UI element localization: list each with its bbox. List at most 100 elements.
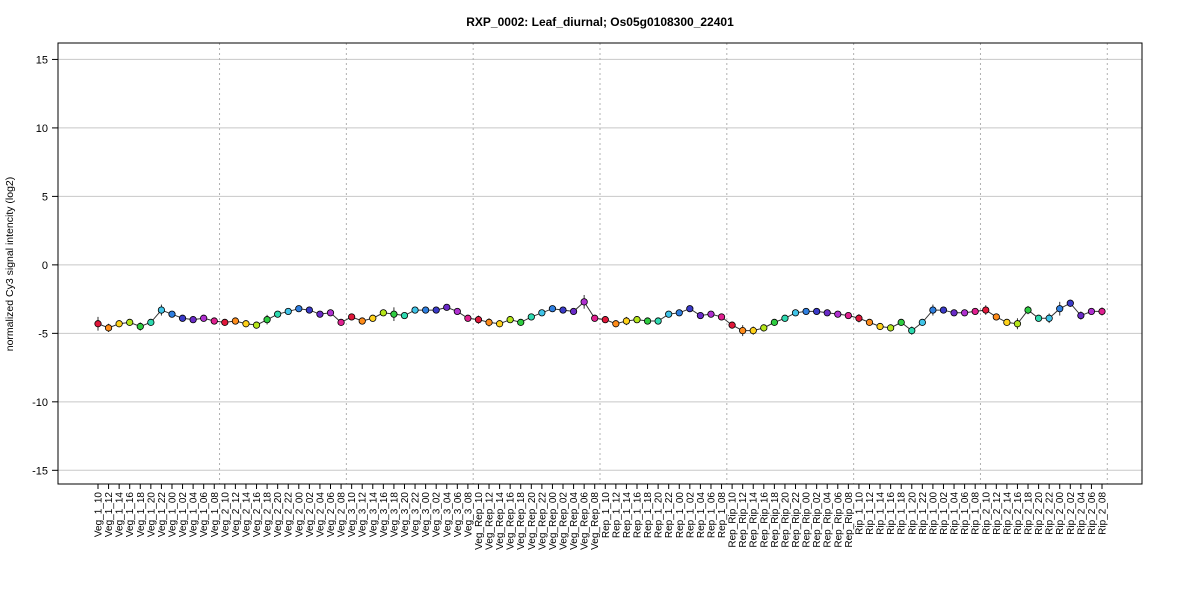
data-point — [369, 314, 377, 322]
data-point — [358, 317, 366, 325]
data-point — [675, 309, 683, 317]
x-tick-label: Rip_1_20 — [907, 492, 918, 535]
data-point — [104, 324, 113, 332]
data-point — [770, 318, 778, 326]
x-tick-label: Veg_1_22 — [157, 492, 168, 537]
data-point — [813, 307, 821, 316]
data-point — [897, 318, 905, 326]
data-point — [263, 316, 271, 324]
data-point — [94, 320, 102, 328]
data-point — [643, 317, 652, 325]
x-tick-label: Rep_Rip_16 — [759, 492, 770, 548]
x-tick-label: Veg_3_18 — [389, 492, 400, 537]
data-point — [178, 314, 187, 322]
data-point — [517, 318, 525, 326]
x-tick-label: Rip_2_22 — [1045, 492, 1056, 535]
x-tick-label: Veg_1_16 — [125, 492, 136, 537]
x-tick-label: Rep_Rip_22 — [791, 492, 802, 548]
data-point — [1056, 305, 1064, 313]
x-tick-label: Veg_Rep_02 — [559, 492, 570, 550]
data-point — [305, 306, 313, 314]
data-point — [887, 324, 895, 332]
x-tick-label: Veg_Rep_04 — [569, 492, 580, 550]
x-tick-label: Veg_1_14 — [115, 492, 126, 537]
x-tick-label: Veg_3_06 — [453, 492, 464, 537]
y-tick-label: -10 — [32, 397, 48, 409]
data-point — [971, 307, 979, 316]
x-tick-label: Veg_Rep_22 — [537, 492, 548, 550]
chart-title: RXP_0002: Leaf_diurnal; Os05g0108300_224… — [466, 15, 734, 29]
x-tick-label: Rip_2_10 — [981, 492, 992, 535]
y-tick-label: 15 — [36, 54, 48, 66]
x-tick-label: Veg_2_10 — [220, 492, 231, 537]
x-tick-label: Rip_1_04 — [950, 492, 961, 535]
data-point — [337, 318, 345, 326]
data-point — [802, 307, 810, 316]
x-tick-label: Veg_1_06 — [199, 492, 210, 537]
x-tick-label: Veg_2_22 — [284, 492, 295, 537]
x-axis: Veg_1_10 Veg_1_12 Veg_1_14 Veg_1_16 Veg_1_18… — [94, 484, 1109, 550]
x-tick-label: Veg_1_10 — [94, 492, 105, 537]
x-tick-label: Rep_1_22 — [664, 492, 675, 539]
x-tick-label: Veg_2_08 — [337, 492, 348, 537]
data-point — [1013, 320, 1022, 328]
x-tick-label: Veg_2_14 — [241, 492, 252, 537]
data-point — [316, 310, 324, 318]
y-tick-label: -15 — [32, 465, 48, 477]
x-tick-label: Veg_3_00 — [421, 492, 432, 537]
y-axis-label: normalized Cy3 signal intencity (log2) — [4, 177, 16, 352]
x-tick-label: Rep_Rip_12 — [738, 492, 749, 548]
x-tick-label: Rep_Rip_04 — [823, 492, 834, 548]
x-tick-label: Veg_1_18 — [136, 492, 147, 537]
x-tick-label: Veg_Rep_12 — [485, 492, 496, 550]
data-point — [908, 327, 916, 335]
x-tick-label: Rip_2_00 — [1055, 492, 1066, 535]
data-point — [1045, 314, 1053, 322]
data-point — [823, 309, 831, 317]
y-tick-label: -5 — [38, 328, 48, 340]
x-tick-label: Rip_1_22 — [918, 492, 929, 535]
x-tick-label: Veg_Rep_20 — [527, 492, 538, 550]
data-point — [274, 310, 282, 318]
x-tick-label: Veg_3_12 — [358, 492, 369, 537]
data-point — [844, 311, 852, 320]
data-point — [622, 317, 631, 325]
x-tick-label: Veg_Rep_18 — [516, 492, 527, 550]
x-tick-label: Rep_1_14 — [622, 492, 633, 539]
x-tick-label: Rep_Rip_18 — [770, 492, 781, 548]
x-tick-label: Rep_Rip_10 — [728, 492, 739, 548]
x-tick-label: Veg_2_18 — [263, 492, 274, 537]
x-tick-label: Veg_1_12 — [104, 492, 115, 537]
x-tick-label: Veg_Rep_16 — [506, 492, 517, 550]
x-tick-label: Rip_2_06 — [1087, 492, 1098, 535]
x-tick-label: Veg_3_16 — [379, 492, 390, 537]
data-point — [591, 314, 599, 322]
data-point — [929, 306, 937, 314]
data-point — [707, 310, 715, 318]
data-point — [200, 314, 208, 322]
data-point — [115, 320, 123, 328]
data-point — [390, 310, 398, 318]
data-point — [918, 318, 926, 326]
data-point — [147, 318, 155, 326]
x-tick-label: Veg_1_08 — [210, 492, 221, 537]
data-point — [464, 314, 472, 322]
plot-frame — [57, 42, 1143, 485]
data-point — [495, 320, 504, 328]
data-point — [136, 322, 144, 331]
data-point — [432, 306, 440, 314]
data-point — [326, 309, 335, 317]
data-point — [1003, 318, 1011, 326]
data-point — [950, 309, 958, 317]
x-tick-label: Veg_2_12 — [231, 492, 242, 537]
x-tick-label: Rep_Rip_02 — [812, 492, 823, 548]
x-tick-label: Rip_1_00 — [928, 492, 939, 535]
y-axis: -15 -10 -5 0 5 10 15 — [32, 54, 58, 477]
x-tick-label: Rep_1_16 — [632, 492, 643, 539]
x-tick-label: Rep_Rip_20 — [780, 492, 791, 548]
x-tick-label: Veg_2_06 — [326, 492, 337, 537]
x-tick-label: Rip_2_12 — [992, 492, 1003, 535]
x-tick-label: Rep_Rip_08 — [844, 492, 855, 548]
data-point — [612, 320, 620, 328]
